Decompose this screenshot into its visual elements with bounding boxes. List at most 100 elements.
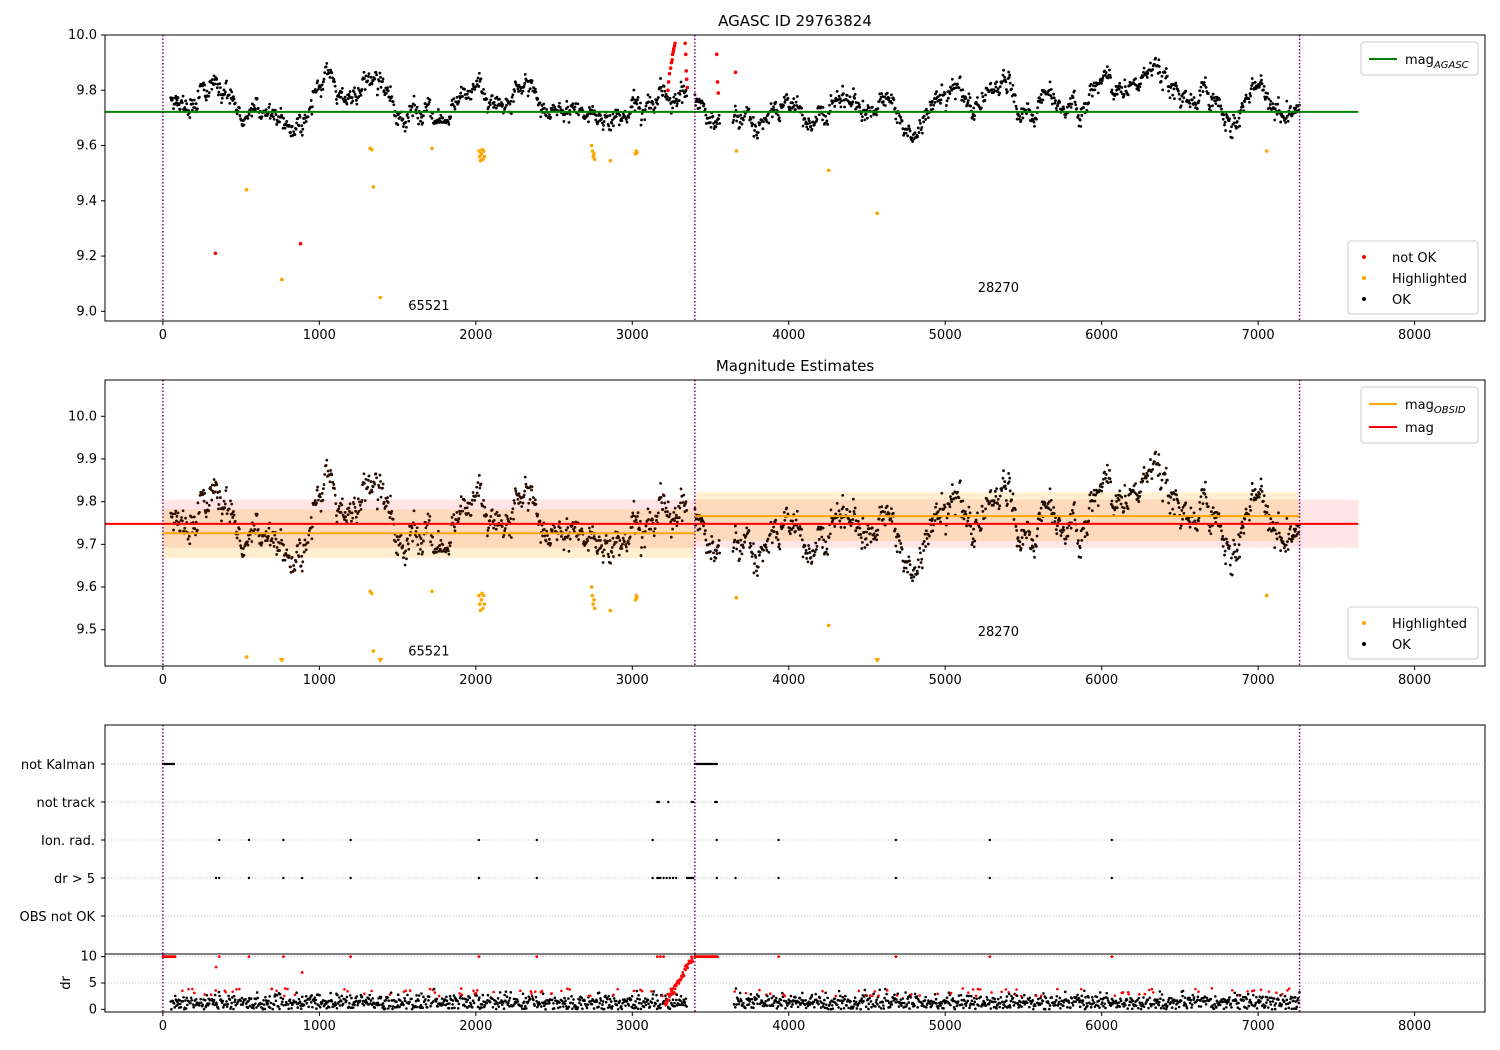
x-tick-label: 6000 [1085, 328, 1118, 343]
ok-point [643, 118, 647, 122]
ok-point [354, 509, 358, 513]
ok-point [485, 513, 489, 517]
ok-point [1028, 108, 1032, 112]
highlighted-point [280, 277, 284, 282]
ok-point [1020, 107, 1023, 111]
ok-point [647, 518, 650, 521]
dr-ok-point [833, 1001, 837, 1004]
ok-point [212, 478, 216, 481]
ok-point [870, 105, 874, 109]
ok-point [1219, 104, 1223, 108]
ok-point [580, 527, 584, 531]
ok-point [375, 73, 379, 77]
ok-point [732, 546, 736, 550]
ok-point [1018, 540, 1022, 544]
ok-point [608, 539, 612, 542]
ok-point [1285, 99, 1289, 103]
highlighted-point [826, 623, 831, 628]
dr-ok-point [427, 995, 431, 998]
ok-point [655, 514, 659, 518]
dr-ok-point [753, 996, 756, 999]
ok-point [421, 121, 425, 125]
ok-point [904, 566, 908, 570]
ok-point [171, 512, 175, 516]
ok-point [431, 535, 435, 539]
ok-point [293, 133, 297, 137]
ok-point [516, 497, 520, 501]
ok-point [919, 122, 922, 125]
ok-point [811, 549, 815, 552]
ok-point [749, 544, 753, 548]
ok-point [1168, 96, 1172, 100]
ok-point [446, 120, 450, 124]
ok-point [408, 104, 411, 108]
ok-point [220, 519, 223, 523]
ok-point [1223, 549, 1227, 553]
ok-point [736, 541, 740, 544]
dr-ok-point [894, 1001, 898, 1004]
ok-point [220, 96, 224, 100]
dr-ok-point [255, 991, 259, 994]
ok-point [410, 526, 414, 530]
flag-point [1110, 876, 1114, 880]
ok-point [512, 499, 516, 502]
ok-point [223, 502, 227, 506]
ok-point [238, 114, 242, 117]
dr-ok-point [659, 1006, 662, 1010]
ok-point [271, 108, 275, 112]
ok-point [994, 494, 998, 498]
flag-point [665, 876, 668, 880]
dr-ok-point [683, 1001, 687, 1004]
dr-ok-point [629, 998, 633, 1001]
dr-high-point [209, 993, 213, 997]
dr-ok-point [909, 996, 912, 999]
dr-ok-point [648, 1005, 652, 1008]
ok-point [666, 95, 669, 99]
dr-ok-point [571, 1007, 574, 1010]
ok-point [1036, 527, 1040, 531]
ok-point [181, 94, 185, 98]
ok-point [195, 528, 199, 532]
ok-point [664, 510, 667, 514]
ok-point [381, 486, 384, 490]
ok-point [1266, 91, 1270, 95]
dr-ok-point [652, 990, 656, 993]
dr-ok-point [419, 1004, 423, 1007]
ok-point [1257, 495, 1261, 499]
dr-ok-point [888, 1005, 892, 1009]
ok-point [935, 90, 938, 94]
ok-point [1179, 524, 1183, 528]
dr-ok-point [434, 1000, 438, 1003]
ok-point [800, 538, 804, 542]
ok-point [315, 501, 318, 505]
dr-ok-point [447, 1006, 451, 1010]
ok-point [346, 97, 350, 101]
ok-point [298, 538, 301, 542]
ok-point [671, 527, 674, 531]
ok-point [350, 519, 353, 523]
ok-point [666, 510, 669, 514]
ok-point [624, 118, 628, 121]
ok-point [508, 102, 512, 106]
ok-point [715, 549, 718, 553]
dr-high-point [783, 994, 787, 998]
ok-point [1224, 562, 1228, 566]
dr-ok-point [457, 1002, 461, 1006]
ok-point [915, 569, 919, 573]
ok-point [413, 103, 417, 107]
ok-point [971, 115, 975, 119]
ok-point [335, 102, 339, 105]
ok-point [845, 508, 849, 511]
ok-point [486, 529, 490, 532]
dr-ok-point [386, 1007, 390, 1010]
ok-point [280, 113, 283, 117]
ok-point [306, 115, 310, 119]
ok-point [247, 113, 251, 116]
dr-high-point [612, 993, 615, 997]
not-ok-point [298, 241, 303, 246]
ok-point [332, 483, 336, 486]
ok-point [1160, 478, 1164, 482]
ok-point [459, 91, 463, 95]
dr-ok-point [543, 1000, 547, 1003]
